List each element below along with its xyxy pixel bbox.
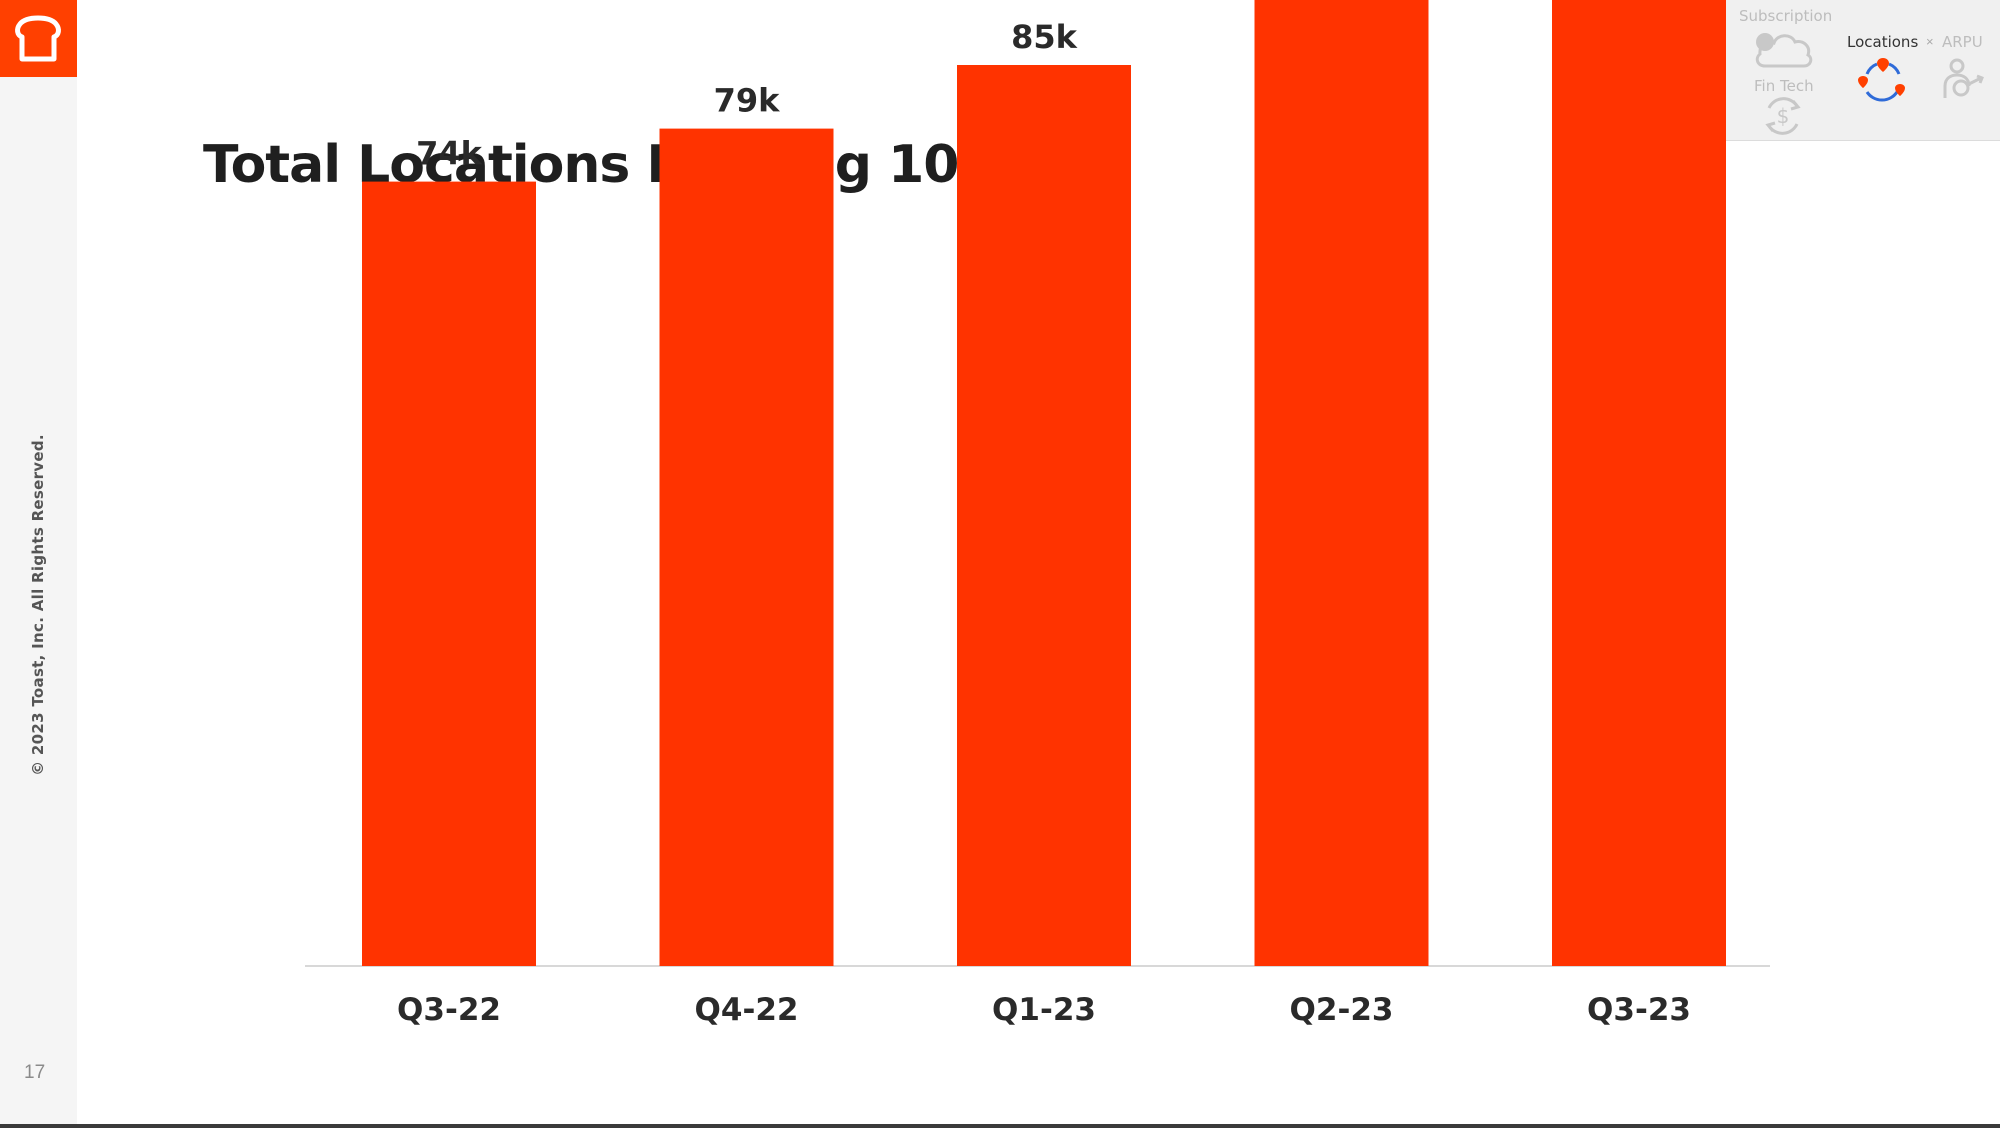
nav-locations-label[interactable]: Locations bbox=[1847, 33, 1919, 51]
dollar-cycle-icon[interactable]: $ bbox=[1761, 96, 1805, 136]
category-label-q1-23: Q1-23 bbox=[992, 992, 1096, 1028]
toast-logo-icon bbox=[15, 15, 61, 62]
category-label-q3-23: Q3-23 bbox=[1587, 992, 1691, 1028]
section-navigator: Subscription Fin Tech $ Locations × ARPU bbox=[1721, 0, 2000, 141]
data-label-q4-22: 79k bbox=[714, 82, 781, 120]
sidebar: © 2023 Toast, Inc. All Rights Reserved. … bbox=[0, 0, 77, 1124]
bar-q2-23 bbox=[1254, 0, 1429, 966]
data-label-q1-23: 85k bbox=[1011, 18, 1078, 56]
nav-subscription-label[interactable]: Subscription bbox=[1739, 7, 1833, 25]
page-number: 17 bbox=[24, 1062, 46, 1083]
bar-q3-23 bbox=[1552, 0, 1726, 967]
nav-multiply-symbol: × bbox=[1926, 34, 1934, 49]
location-cycle-icon[interactable] bbox=[1855, 56, 1907, 104]
person-money-icon[interactable] bbox=[1939, 58, 1987, 102]
toast-logo[interactable] bbox=[0, 0, 77, 77]
category-label-q2-23: Q2-23 bbox=[1290, 992, 1394, 1028]
category-label-q3-22: Q3-22 bbox=[397, 992, 501, 1028]
bottom-rule bbox=[0, 1124, 2000, 1128]
nav-fintech-label[interactable]: Fin Tech bbox=[1754, 77, 1814, 95]
bar-q4-22 bbox=[659, 128, 834, 967]
svg-text:$: $ bbox=[1777, 104, 1790, 128]
page-title: Total Locations Nearing 100k bbox=[203, 135, 1028, 195]
bar-q1-23 bbox=[957, 65, 1131, 966]
category-label-q4-22: Q4-22 bbox=[695, 992, 799, 1028]
nav-arpu-label[interactable]: ARPU bbox=[1942, 33, 1983, 51]
bar-q3-22 bbox=[362, 181, 536, 967]
data-label-q3-22: 74k bbox=[416, 135, 483, 173]
cloud-icon[interactable] bbox=[1753, 28, 1815, 70]
